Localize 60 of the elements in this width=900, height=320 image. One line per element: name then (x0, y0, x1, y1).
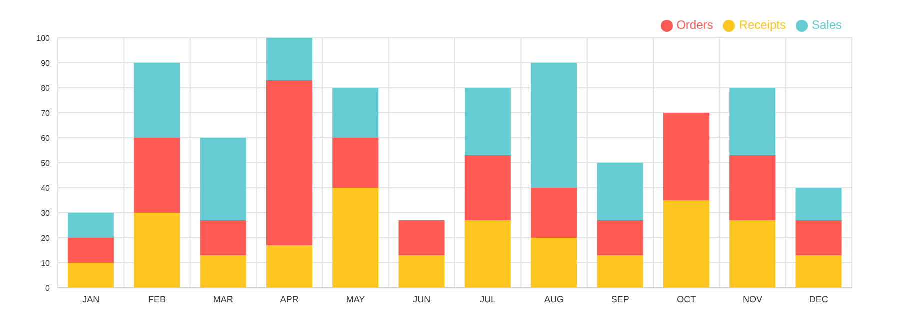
bar (464, 220, 511, 288)
x-tick-label: APR (280, 294, 300, 304)
bar (134, 213, 180, 288)
bar (531, 63, 578, 188)
bar (266, 246, 312, 288)
y-tick-label: 0 (46, 284, 51, 293)
legend-label: Orders (676, 18, 714, 32)
bar (597, 163, 644, 220)
x-tick-label: AUG (544, 294, 564, 304)
bar (200, 138, 246, 220)
bar (266, 38, 312, 80)
bar (531, 238, 578, 288)
y-tick-label: 60 (41, 134, 51, 143)
bar (266, 80, 312, 246)
bar (597, 256, 644, 288)
legend-label: Receipts (739, 18, 786, 32)
y-tick-label: 30 (41, 208, 51, 218)
x-tick-label: FEB (148, 294, 166, 304)
bar (134, 138, 180, 213)
bar (398, 256, 445, 288)
bar (531, 188, 578, 238)
bar (332, 188, 379, 288)
bar (200, 256, 246, 288)
x-tick-label: OCT (677, 294, 697, 304)
bar (663, 200, 710, 288)
x-tick-label: MAR (213, 294, 234, 304)
y-tick-label: 50 (41, 158, 51, 168)
y-tick-label: 10 (41, 258, 51, 268)
x-tick-label: MAY (346, 294, 366, 304)
y-tick-label: 40 (41, 184, 51, 193)
bar (68, 213, 114, 238)
y-tick-label: 90 (41, 58, 51, 68)
bar (730, 156, 776, 220)
bar (134, 63, 180, 138)
y-tick-label: 20 (41, 234, 51, 243)
bar (464, 88, 511, 156)
bar (730, 220, 776, 288)
x-tick-label: JUL (480, 294, 496, 304)
bar (796, 256, 842, 288)
y-tick-label: 80 (41, 84, 51, 93)
bar (597, 220, 644, 256)
bar (332, 138, 379, 188)
bar (398, 220, 445, 256)
bar (68, 263, 114, 288)
bar (332, 88, 379, 138)
x-tick-label: JAN (82, 294, 100, 304)
x-tick-label: DEC (809, 294, 829, 304)
bar (68, 238, 114, 263)
x-tick-label: NOV (742, 294, 763, 304)
legend-label: Sales (812, 18, 842, 32)
y-tick-label: 70 (41, 108, 51, 118)
bar (464, 156, 511, 220)
x-tick-label: SEP (611, 294, 630, 304)
bar (796, 188, 842, 220)
y-tick-label: 100 (36, 34, 51, 43)
x-tick-label: JUN (413, 294, 431, 304)
bar (663, 113, 710, 200)
bar (796, 220, 842, 256)
bar (200, 220, 246, 256)
bar (730, 88, 776, 156)
